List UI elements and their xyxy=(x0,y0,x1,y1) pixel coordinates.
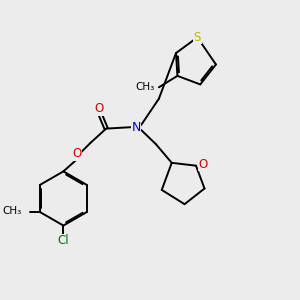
Text: O: O xyxy=(199,158,208,171)
Text: S: S xyxy=(194,31,201,44)
Text: N: N xyxy=(131,121,141,134)
Text: CH₃: CH₃ xyxy=(135,82,154,92)
Text: O: O xyxy=(94,102,103,115)
Text: CH₃: CH₃ xyxy=(2,206,21,216)
Text: O: O xyxy=(72,147,82,160)
Text: Cl: Cl xyxy=(58,235,69,248)
